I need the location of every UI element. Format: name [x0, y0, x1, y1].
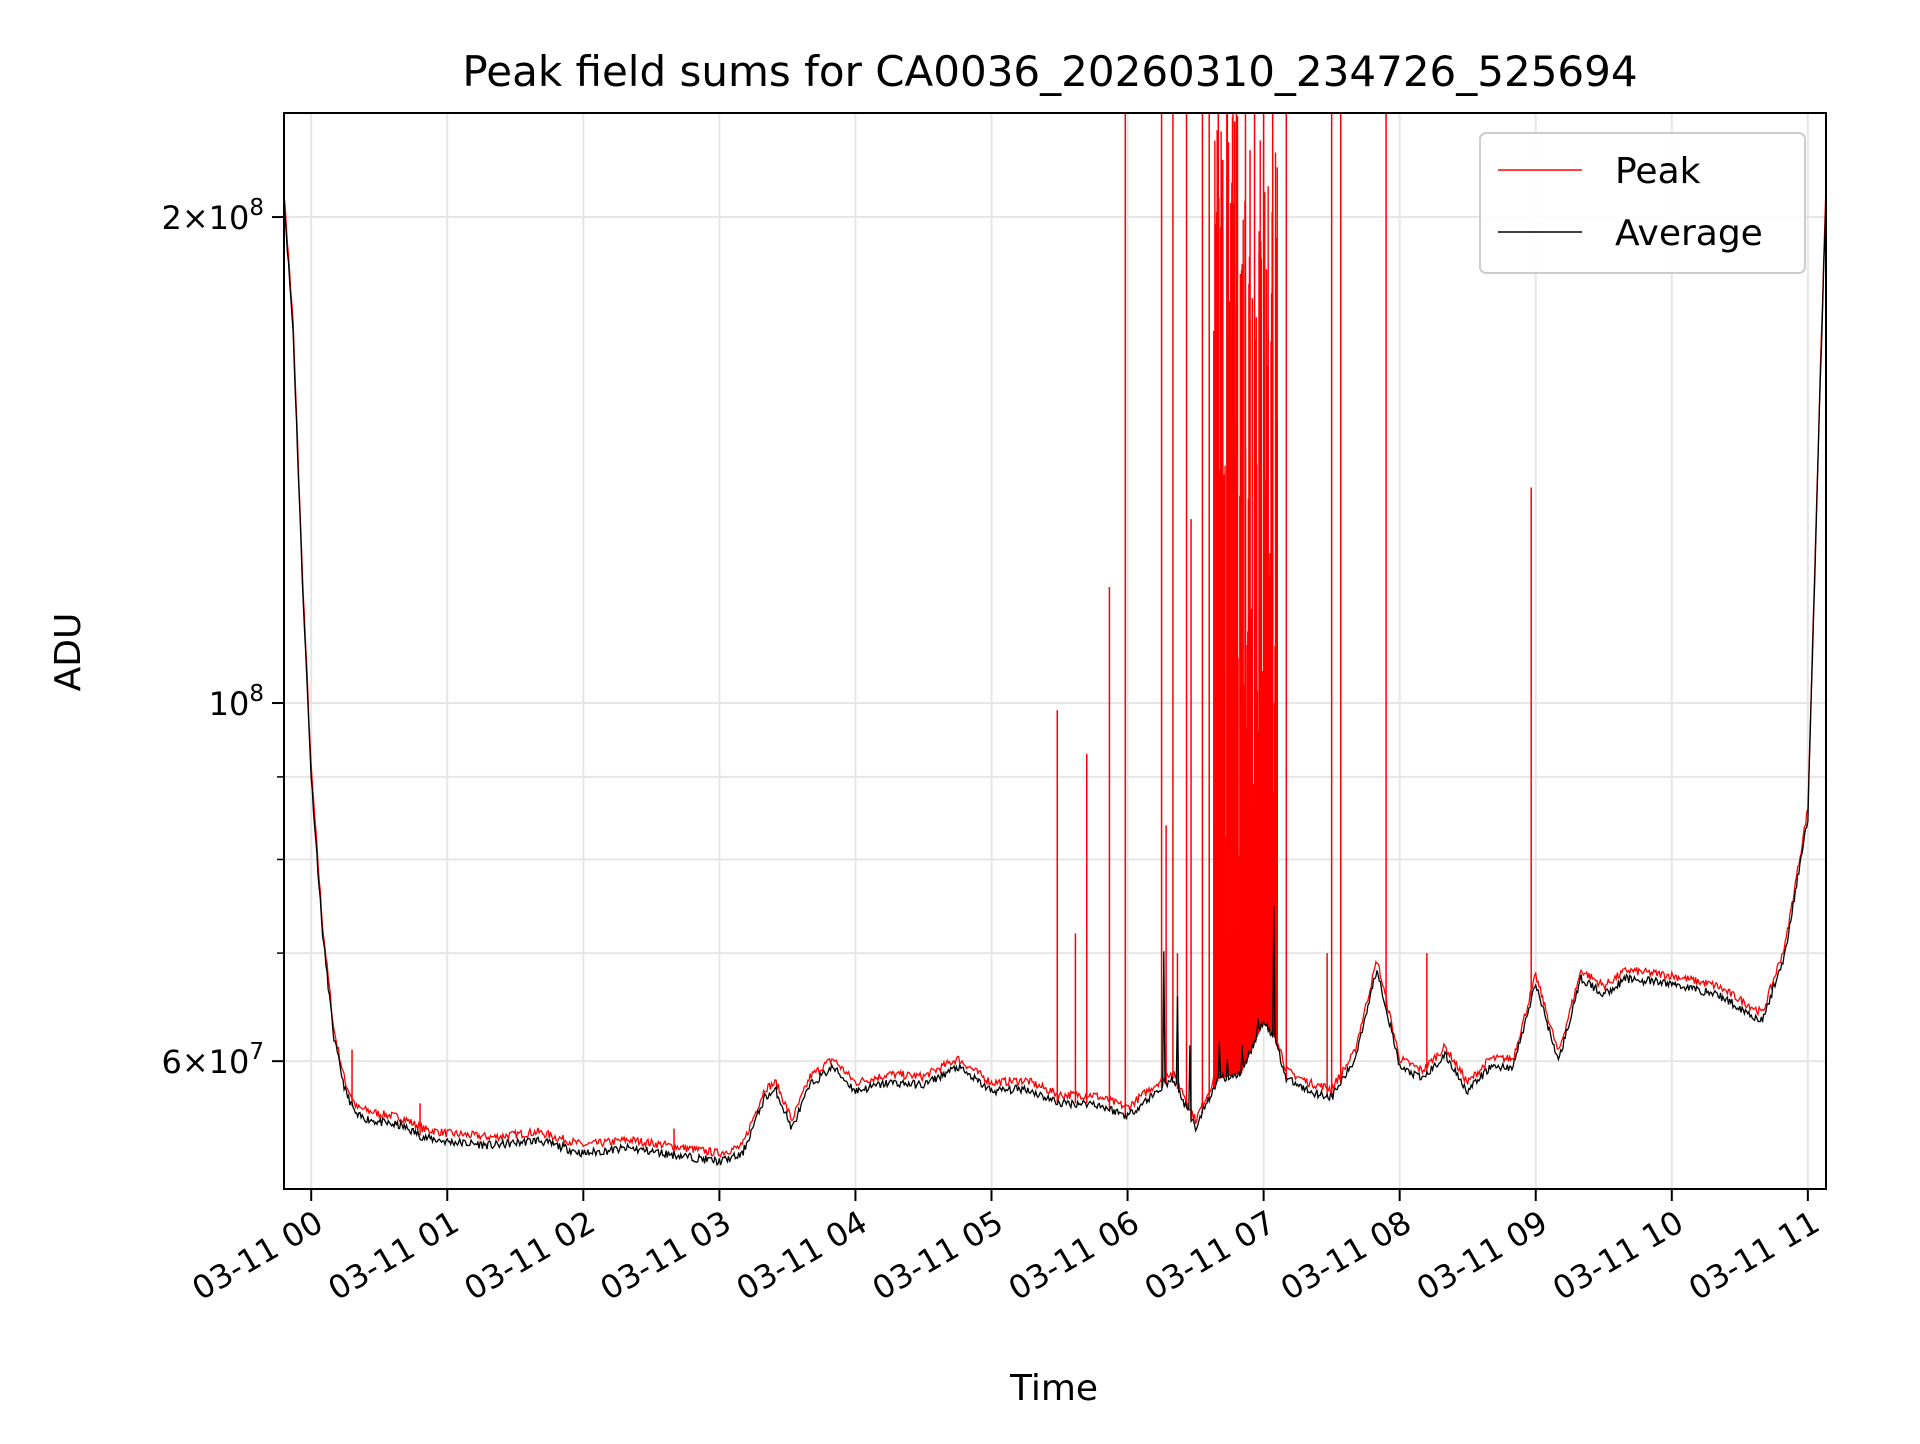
x-tick-label: 03-11 00 — [186, 1203, 330, 1308]
legend-average-label: Average — [1615, 213, 1763, 254]
average-series-line — [284, 194, 1826, 1167]
x-tick-label: 03-11 09 — [1410, 1203, 1554, 1308]
x-tick-label: 03-11 05 — [866, 1203, 1010, 1308]
peak-series-line — [284, 183, 1826, 1158]
x-tick-label: 03-11 04 — [730, 1203, 874, 1308]
plot-area — [284, 113, 1826, 1167]
y-axis-label: ADU — [48, 613, 89, 692]
y-axis: 2×108 108 6×107 — [161, 195, 284, 1081]
x-tick-label: 03-11 06 — [1002, 1203, 1146, 1308]
x-tick-label: 03-11 07 — [1138, 1203, 1282, 1308]
x-tick-label: 03-11 11 — [1682, 1203, 1826, 1308]
y-tick-label: 6×107 — [161, 1039, 264, 1081]
legend-peak-label: Peak — [1615, 151, 1701, 192]
plot-frame — [283, 112, 1827, 1190]
x-axis-label: Time — [1009, 1368, 1098, 1409]
y-tick-label: 2×108 — [161, 195, 264, 237]
y-tick-label: 108 — [209, 681, 264, 723]
legend-box — [1479, 132, 1806, 274]
legend: Peak Average — [1479, 132, 1806, 274]
grid — [284, 113, 1826, 1189]
x-tick-label: 03-11 01 — [322, 1203, 466, 1308]
x-tick-label: 03-11 08 — [1274, 1203, 1418, 1308]
x-tick-label: 03-11 02 — [458, 1203, 602, 1308]
chart-title: Peak field sums for CA0036_20260310_2347… — [462, 47, 1637, 96]
x-tick-label: 03-11 03 — [594, 1203, 738, 1308]
x-tick-label: 03-11 10 — [1546, 1203, 1690, 1308]
